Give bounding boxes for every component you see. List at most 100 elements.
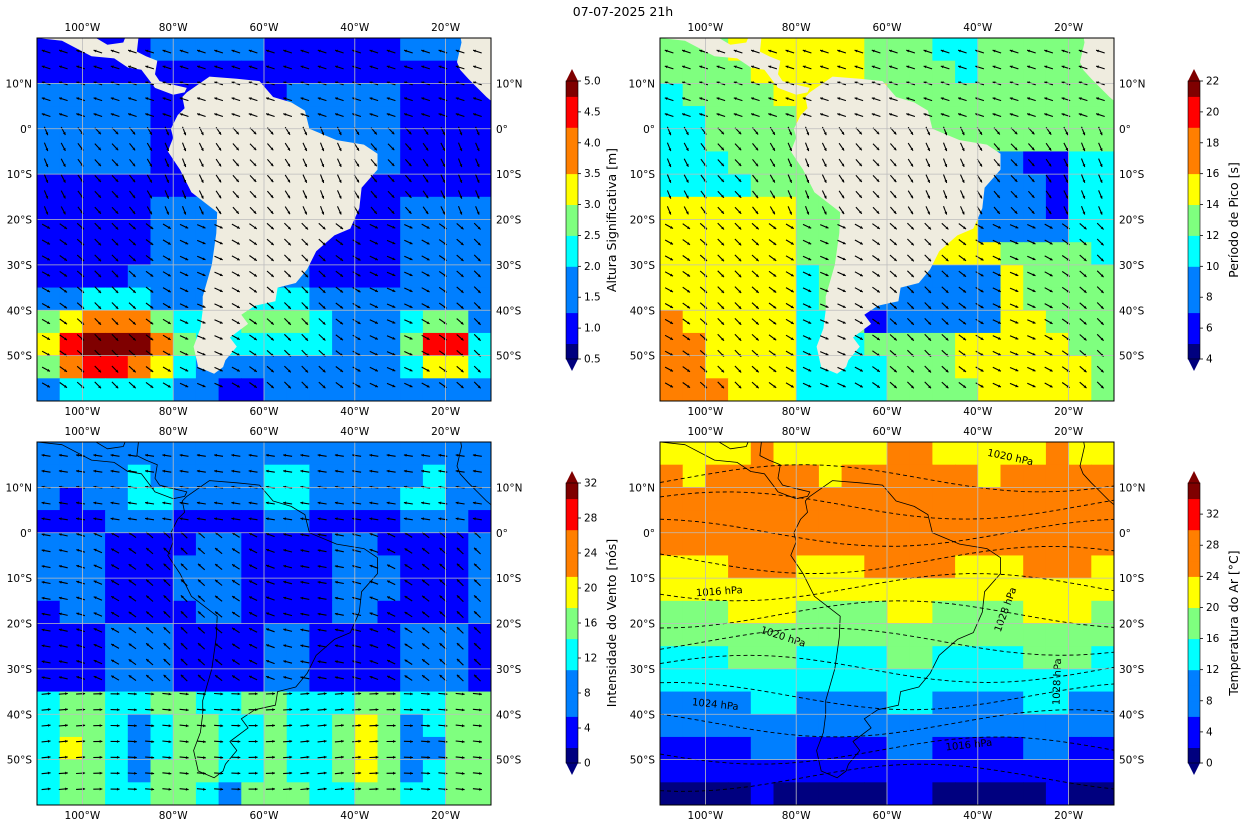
lon-tick-label-top: 80°W: [159, 426, 189, 438]
lat-tick-label-left: 50°S: [7, 351, 33, 363]
lat-tick-label-left: 30°S: [630, 664, 656, 676]
colorbar-tick-label: 5.0: [584, 76, 601, 88]
lon-tick-label-top: 20°W: [431, 426, 461, 438]
lon-tick-label-top: 40°W: [340, 22, 370, 34]
lat-tick-label-right: 50°S: [496, 351, 522, 363]
lat-tick-label-right: 50°S: [496, 755, 522, 767]
lon-tick-label-bottom: 60°W: [873, 406, 903, 418]
lon-tick-label-top: 80°W: [159, 22, 189, 34]
lon-tick-label-bottom: 100°W: [688, 810, 724, 822]
lat-tick-label-right: 30°S: [1119, 260, 1145, 272]
graticule: [37, 442, 491, 805]
colorbar-tick-label: 12: [584, 653, 597, 665]
central-america-land: [37, 442, 188, 500]
africa-land: [1079, 442, 1114, 509]
colorbar-tick-label: 0.5: [584, 354, 601, 366]
lon-tick-label-bottom: 80°W: [782, 810, 812, 822]
colorbar-tick-label: 10: [1206, 261, 1219, 273]
lat-tick-label-right: 0°: [496, 528, 508, 540]
lon-tick-label-top: 60°W: [873, 22, 903, 34]
colorbar-tick-label: 3.5: [584, 168, 601, 180]
colorbar-extend-max: [1188, 69, 1200, 81]
lon-tick-label-top: 40°W: [963, 426, 993, 438]
map-frame: [36, 37, 492, 402]
lon-tick-label-bottom: 100°W: [65, 810, 101, 822]
lat-tick-label-left: 40°S: [630, 305, 656, 317]
lat-tick-label-right: 10°S: [1119, 573, 1145, 585]
colorbar-tick-label: 1.5: [584, 292, 601, 304]
south-america-land: [790, 480, 1001, 779]
colorbar-tick-label: 28: [584, 513, 597, 525]
lat-tick-label-right: 10°S: [496, 169, 522, 181]
colorbar-tick-label: 14: [1206, 199, 1220, 211]
lat-tick-label-left: 40°S: [7, 305, 33, 317]
colorbar-extend-min: [1188, 763, 1200, 775]
lat-tick-label-left: 0°: [643, 528, 655, 540]
lat-tick-label-right: 10°N: [1119, 78, 1145, 90]
lon-tick-label-top: 60°W: [250, 426, 280, 438]
colorbar-tick-label: 3.0: [584, 199, 601, 211]
lon-tick-label-top: 100°W: [65, 426, 101, 438]
lat-tick-label-right: 50°S: [1119, 755, 1145, 767]
south-america-land: [790, 76, 1001, 374]
lon-tick-label-bottom: 80°W: [159, 810, 189, 822]
lat-tick-label-right: 10°S: [1119, 169, 1145, 181]
central-america-land: [660, 38, 810, 95]
lon-tick-label-bottom: 40°W: [340, 406, 370, 418]
lat-tick-label-left: 0°: [643, 124, 655, 136]
isobar-label: 1016 hPa: [945, 738, 993, 754]
lat-tick-label-left: 20°S: [630, 215, 656, 227]
lon-tick-label-bottom: 60°W: [873, 810, 903, 822]
colorbar-tick-label: 32: [1206, 509, 1219, 521]
africa-land: [456, 442, 491, 509]
lat-tick-label-right: 20°S: [496, 215, 522, 227]
lon-tick-label-bottom: 80°W: [159, 406, 189, 418]
africa-land: [457, 38, 491, 104]
graticule: [660, 442, 1114, 805]
colorbar-peak-period: 4 6 8 10 12 14 16 18 20 22 Período de Pico [s]: [1187, 69, 1241, 371]
vector-arrows: [41, 49, 482, 389]
lat-tick-label-right: 10°S: [496, 573, 522, 585]
colorbar-tick-label: 2.0: [584, 261, 601, 273]
map-panel-wind-speed: 100°W 100°W 80°W 80°W 60°W 60°W 40°W 40°W 20°W 20…: [6, 426, 523, 822]
lat-tick-label-right: 40°S: [1119, 305, 1145, 317]
colorbar-label: Altura Significativa [m]: [604, 148, 619, 292]
colorbar-tick-label: 8: [1206, 292, 1213, 304]
lat-tick-label-left: 10°S: [7, 573, 33, 585]
colorbar-tick-label: 4.5: [584, 106, 601, 118]
lon-tick-label-bottom: 80°W: [782, 406, 812, 418]
colorbar-tick-label: 0: [584, 758, 591, 770]
lon-tick-label-bottom: 100°W: [65, 406, 101, 418]
lon-tick-label-bottom: 40°W: [340, 810, 370, 822]
lon-tick-label-top: 40°W: [340, 426, 370, 438]
lat-tick-label-right: 30°S: [1119, 664, 1145, 676]
lat-tick-label-left: 30°S: [630, 260, 656, 272]
colorbar-tick-label: 8: [1206, 695, 1213, 707]
lat-tick-label-left: 40°S: [630, 709, 656, 721]
lon-tick-label-top: 60°W: [873, 426, 903, 438]
map-frame: [36, 441, 492, 806]
colorbar-tick-label: 22: [1206, 76, 1219, 88]
colorbar-extend-max: [566, 69, 578, 81]
colorbar-tick-label: 20: [1206, 106, 1219, 118]
colorbar-tick-label: 16: [1206, 168, 1220, 180]
lat-tick-label-left: 20°S: [630, 619, 656, 631]
colorbar-tick-label: 4: [584, 723, 591, 735]
figure-title: 07-07-2025 21h: [572, 4, 674, 19]
map-panel-peak-period: 100°W 100°W 80°W 80°W 60°W 60°W 40°W 40°W 20°W 20…: [629, 22, 1146, 418]
colorbar-tick-label: 1.0: [584, 323, 601, 335]
graticule: [37, 38, 491, 401]
lon-tick-label-top: 60°W: [250, 22, 280, 34]
central-america-land: [660, 442, 811, 500]
lat-tick-label-left: 50°S: [7, 755, 33, 767]
colorbar-tick-label: 20: [584, 583, 597, 595]
colorbar-tick-label: 4: [1206, 354, 1213, 366]
lat-tick-label-left: 10°S: [7, 169, 33, 181]
colorbar-air-temperature: 0 4 8 12 16 20 24 28 32 Temperatura do Ar [°C]: [1187, 471, 1241, 775]
colorbar-tick-label: 32: [584, 478, 597, 490]
colorbar-tick-label: 20: [1206, 602, 1219, 614]
colorbar-extend-max: [1188, 471, 1200, 483]
isobar-label: 1024 hPa: [691, 697, 739, 713]
lat-tick-label-left: 10°N: [6, 78, 32, 90]
